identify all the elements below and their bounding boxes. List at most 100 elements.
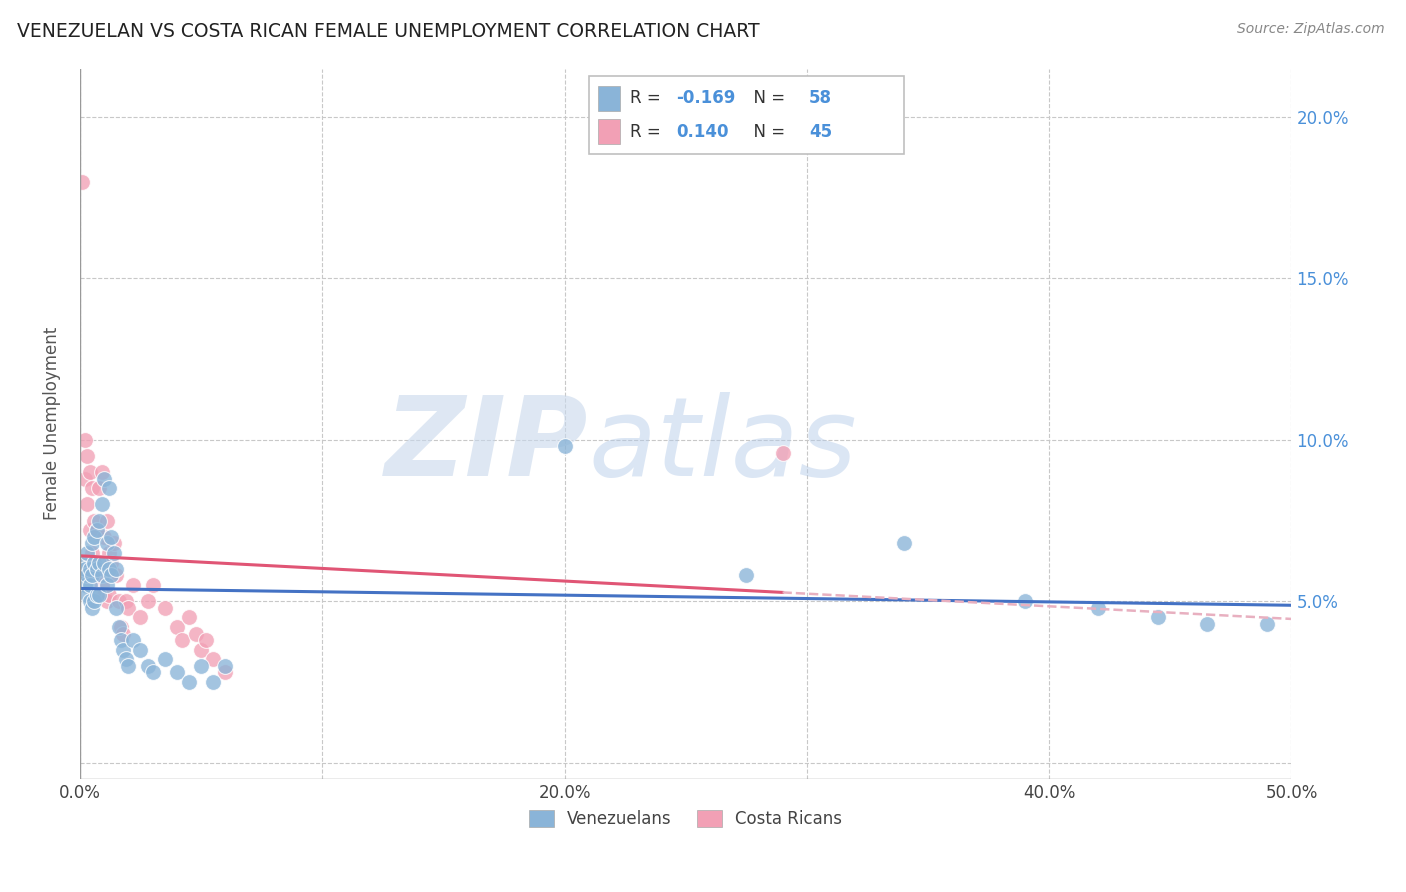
Point — [1014, 594, 1036, 608]
Text: 0.140: 0.140 — [676, 123, 728, 141]
Point — [107, 620, 129, 634]
Point — [214, 665, 236, 680]
Point — [115, 652, 138, 666]
Text: ZIP: ZIP — [385, 392, 589, 499]
Point — [79, 594, 101, 608]
Point — [89, 481, 111, 495]
FancyBboxPatch shape — [599, 120, 620, 145]
Point — [73, 472, 96, 486]
Point — [83, 556, 105, 570]
Point — [73, 568, 96, 582]
Point — [79, 465, 101, 479]
Legend: Venezuelans, Costa Ricans: Venezuelans, Costa Ricans — [523, 803, 849, 835]
Point — [170, 633, 193, 648]
Y-axis label: Female Unemployment: Female Unemployment — [44, 327, 60, 520]
Point — [1087, 600, 1109, 615]
Point — [136, 594, 159, 608]
Point — [97, 562, 120, 576]
Point — [90, 578, 112, 592]
Point — [79, 578, 101, 592]
Point — [166, 665, 188, 680]
Point — [86, 523, 108, 537]
Point — [100, 556, 122, 570]
Point — [190, 659, 212, 673]
Point — [105, 568, 128, 582]
Point — [73, 578, 96, 592]
FancyBboxPatch shape — [589, 76, 904, 153]
Point — [190, 642, 212, 657]
Point — [772, 446, 794, 460]
Point — [105, 600, 128, 615]
Point — [110, 620, 132, 634]
Text: R =: R = — [630, 89, 666, 107]
Point — [80, 481, 103, 495]
Point — [96, 514, 118, 528]
Point — [80, 536, 103, 550]
Text: 58: 58 — [810, 89, 832, 107]
Point — [553, 439, 575, 453]
Point — [202, 652, 225, 666]
Point — [89, 556, 111, 570]
Point — [89, 514, 111, 528]
Point — [83, 556, 105, 570]
Point — [117, 600, 139, 615]
Point — [153, 600, 176, 615]
Point — [80, 600, 103, 615]
Point — [76, 498, 98, 512]
Point — [79, 523, 101, 537]
Point — [89, 588, 111, 602]
Point — [110, 633, 132, 648]
Point — [83, 530, 105, 544]
Point — [73, 433, 96, 447]
Point — [93, 530, 115, 544]
Point — [153, 652, 176, 666]
Point — [186, 626, 208, 640]
Point — [107, 594, 129, 608]
Point — [83, 594, 105, 608]
Point — [194, 633, 217, 648]
Point — [103, 536, 125, 550]
Point — [76, 449, 98, 463]
Point — [893, 536, 915, 550]
Point — [117, 659, 139, 673]
Point — [73, 562, 96, 576]
Point — [142, 578, 165, 592]
Point — [72, 556, 94, 570]
Text: R =: R = — [630, 123, 666, 141]
Point — [142, 665, 165, 680]
Point — [93, 588, 115, 602]
Text: Source: ZipAtlas.com: Source: ZipAtlas.com — [1237, 22, 1385, 37]
Point — [177, 610, 200, 624]
Text: atlas: atlas — [589, 392, 858, 499]
Point — [103, 546, 125, 560]
Point — [86, 562, 108, 576]
Point — [97, 546, 120, 560]
Point — [89, 568, 111, 582]
Point — [90, 568, 112, 582]
Point — [177, 675, 200, 690]
Point — [86, 562, 108, 576]
Point — [129, 610, 152, 624]
Point — [136, 659, 159, 673]
Point — [112, 626, 135, 640]
Point — [90, 498, 112, 512]
Point — [83, 514, 105, 528]
Point — [1256, 616, 1278, 631]
Text: 45: 45 — [810, 123, 832, 141]
Point — [214, 659, 236, 673]
Point — [97, 588, 120, 602]
FancyBboxPatch shape — [599, 86, 620, 111]
Point — [76, 588, 98, 602]
Text: -0.169: -0.169 — [676, 89, 735, 107]
Point — [96, 578, 118, 592]
Point — [735, 568, 758, 582]
Point — [100, 568, 122, 582]
Point — [72, 175, 94, 189]
Point — [76, 568, 98, 582]
Point — [76, 546, 98, 560]
Point — [93, 472, 115, 486]
Point — [96, 536, 118, 550]
Point — [96, 594, 118, 608]
Point — [97, 481, 120, 495]
Point — [202, 675, 225, 690]
